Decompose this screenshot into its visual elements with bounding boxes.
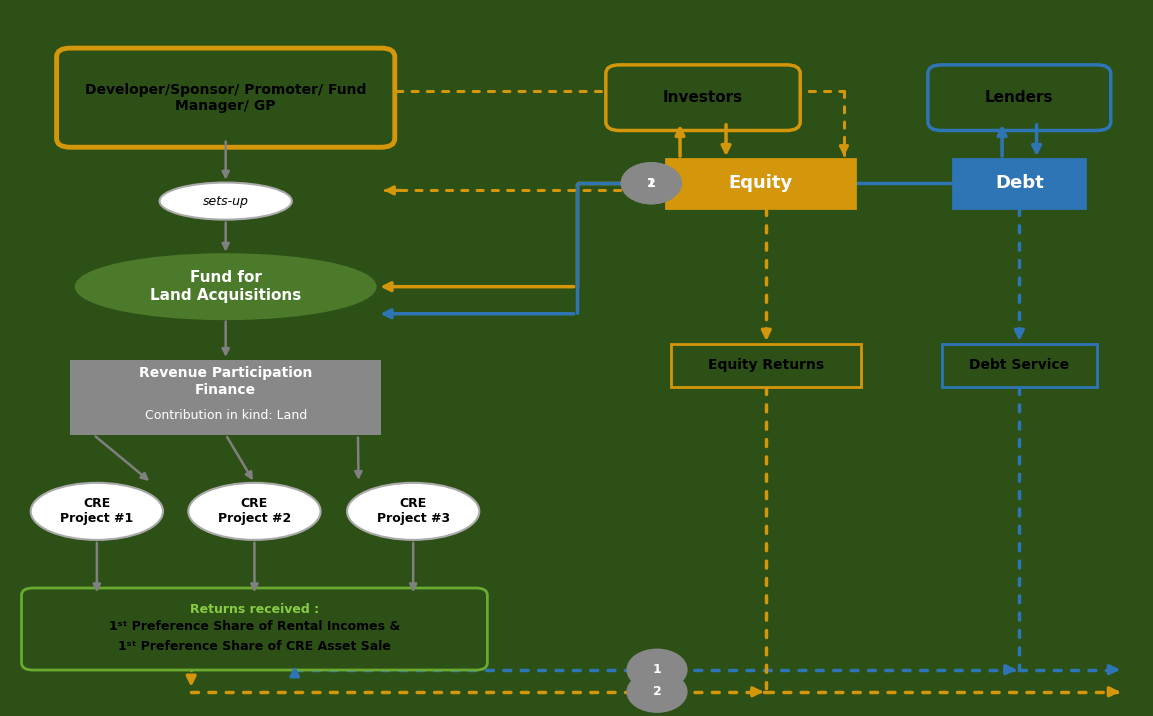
Ellipse shape <box>347 483 480 540</box>
Text: Returns received :: Returns received : <box>190 603 319 616</box>
FancyBboxPatch shape <box>928 65 1110 130</box>
FancyBboxPatch shape <box>56 48 394 147</box>
FancyBboxPatch shape <box>954 159 1085 208</box>
Text: Developer/Sponsor/ Promoter/ Fund
Manager/ GP: Developer/Sponsor/ Promoter/ Fund Manage… <box>85 82 367 113</box>
FancyBboxPatch shape <box>942 344 1097 387</box>
Text: 1ˢᵗ Preference Share of Rental Incomes &: 1ˢᵗ Preference Share of Rental Incomes & <box>108 620 400 634</box>
Text: 1: 1 <box>653 663 662 676</box>
Text: Fund for
Land Acquisitions: Fund for Land Acquisitions <box>150 271 301 303</box>
FancyBboxPatch shape <box>605 65 800 130</box>
Text: sets-up: sets-up <box>203 195 249 208</box>
Text: Lenders: Lenders <box>985 90 1054 105</box>
Text: CRE
Project #1: CRE Project #1 <box>60 498 134 526</box>
FancyBboxPatch shape <box>22 588 488 670</box>
FancyBboxPatch shape <box>70 359 380 435</box>
Text: CRE
Project #3: CRE Project #3 <box>377 498 450 526</box>
Ellipse shape <box>76 255 375 319</box>
Text: Equity: Equity <box>729 174 792 193</box>
Ellipse shape <box>188 483 321 540</box>
Text: Contribution in kind: Land: Contribution in kind: Land <box>144 409 307 422</box>
Text: Equity Returns: Equity Returns <box>708 358 824 372</box>
Ellipse shape <box>31 483 163 540</box>
Text: Debt: Debt <box>995 174 1043 193</box>
FancyBboxPatch shape <box>665 159 856 208</box>
Text: Debt Service: Debt Service <box>970 358 1069 372</box>
Ellipse shape <box>621 163 681 203</box>
FancyBboxPatch shape <box>671 344 861 387</box>
Text: Revenue Participation
Finance: Revenue Participation Finance <box>140 367 312 397</box>
Text: CRE
Project #2: CRE Project #2 <box>218 498 291 526</box>
Text: 1ˢᵗ Preference Share of CRE Asset Sale: 1ˢᵗ Preference Share of CRE Asset Sale <box>118 639 391 653</box>
Ellipse shape <box>621 163 681 203</box>
Text: 1: 1 <box>647 177 656 190</box>
Ellipse shape <box>159 183 292 220</box>
Text: Investors: Investors <box>663 90 743 105</box>
Text: 2: 2 <box>653 685 662 698</box>
Text: 2: 2 <box>647 177 656 190</box>
Ellipse shape <box>627 672 687 712</box>
Ellipse shape <box>627 649 687 690</box>
